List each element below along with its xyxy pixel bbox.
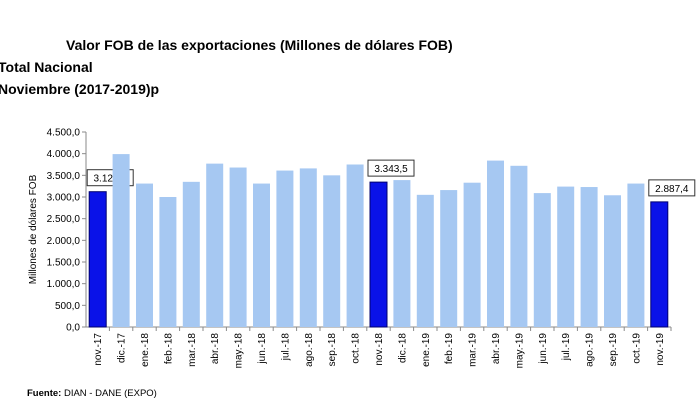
x-tick-label: jul.-19 bbox=[561, 333, 572, 362]
bar bbox=[136, 183, 153, 327]
y-tick-label: 1.000,0 bbox=[47, 279, 81, 290]
x-tick-label: ene.-18 bbox=[140, 333, 151, 367]
x-tick-label: ago.-18 bbox=[304, 333, 315, 367]
data-label-box bbox=[648, 179, 696, 197]
x-tick-label: abr.-18 bbox=[210, 333, 221, 365]
data-label: 3.122,2 bbox=[94, 174, 128, 185]
x-tick-label: ene.-19 bbox=[421, 333, 432, 367]
bar bbox=[112, 154, 130, 327]
x-tick-label: nov.-19 bbox=[655, 333, 666, 366]
bar bbox=[253, 183, 270, 327]
bar-highlighted bbox=[650, 201, 669, 328]
x-tick-label: jun.-18 bbox=[257, 333, 268, 365]
source-label: Fuente: bbox=[27, 388, 62, 399]
y-tick-label: 3.500,0 bbox=[47, 171, 81, 182]
y-tick-label: 500,0 bbox=[55, 301, 80, 312]
y-tick-label: 1.500,0 bbox=[47, 258, 81, 269]
bar bbox=[276, 170, 294, 327]
x-tick-label: mar.-19 bbox=[468, 333, 479, 367]
bar bbox=[440, 190, 458, 327]
bar-highlighted bbox=[88, 191, 107, 328]
x-tick-label: abr.-19 bbox=[491, 333, 502, 365]
bar bbox=[487, 160, 504, 327]
data-label: 2.887,4 bbox=[655, 184, 689, 195]
x-tick-label: nov.-18 bbox=[374, 333, 385, 366]
y-tick-label: 0,0 bbox=[66, 323, 80, 334]
x-tick-label: feb.-18 bbox=[163, 333, 174, 365]
x-tick-label: dic.-17 bbox=[117, 333, 128, 363]
x-tick-label: dic.-18 bbox=[397, 333, 408, 363]
x-tick-label: oct.-18 bbox=[351, 333, 362, 364]
bar-highlighted bbox=[369, 181, 388, 328]
y-tick-label: 4.500,0 bbox=[47, 128, 81, 139]
x-tick-label: feb.-19 bbox=[444, 333, 455, 365]
x-tick-label: nov.-17 bbox=[93, 333, 104, 366]
bar bbox=[627, 183, 645, 327]
x-tick-label: may.-18 bbox=[234, 333, 245, 369]
y-axis-title: Millones de dólares FOB bbox=[28, 174, 39, 284]
bar bbox=[229, 167, 247, 327]
bar bbox=[159, 197, 177, 327]
bar bbox=[206, 163, 224, 327]
chart-subtitle-period: Noviembre (2017-2019)p bbox=[0, 81, 160, 97]
x-tick-label: oct.-19 bbox=[631, 333, 642, 364]
bar bbox=[604, 195, 621, 327]
y-tick-label: 3.000,0 bbox=[47, 193, 81, 204]
y-tick-label: 4.000,0 bbox=[47, 149, 81, 160]
bar bbox=[323, 175, 341, 327]
bar bbox=[299, 168, 317, 327]
bar bbox=[393, 180, 411, 327]
x-tick-label: jun.-19 bbox=[538, 333, 549, 365]
y-tick-label: 2.500,0 bbox=[47, 214, 81, 225]
bar bbox=[533, 193, 551, 327]
x-tick-label: may.-19 bbox=[514, 333, 525, 369]
bar bbox=[510, 165, 528, 327]
data-label: 3.343,5 bbox=[374, 164, 408, 175]
x-tick-label: ago.-19 bbox=[585, 333, 596, 367]
y-tick-label: 2.000,0 bbox=[47, 236, 81, 247]
bar bbox=[182, 181, 200, 327]
bar bbox=[416, 194, 434, 327]
x-tick-label: sep.-19 bbox=[608, 333, 619, 367]
bar bbox=[463, 182, 481, 327]
x-tick-label: mar.-18 bbox=[187, 333, 198, 367]
data-label-box bbox=[367, 159, 415, 177]
x-tick-label: sep.-18 bbox=[327, 333, 338, 367]
source-note: Fuente: DIAN - DANE (EXPO) bbox=[27, 388, 157, 399]
bar bbox=[346, 164, 364, 327]
x-tick-label: jul.-18 bbox=[280, 333, 291, 362]
bar bbox=[557, 186, 575, 327]
chart-subtitle-region: Total Nacional bbox=[0, 59, 93, 75]
chart-title: Valor FOB de las exportaciones (Millones… bbox=[66, 37, 453, 53]
bar bbox=[580, 187, 598, 327]
source-text: DIAN - DANE (EXPO) bbox=[61, 388, 157, 399]
